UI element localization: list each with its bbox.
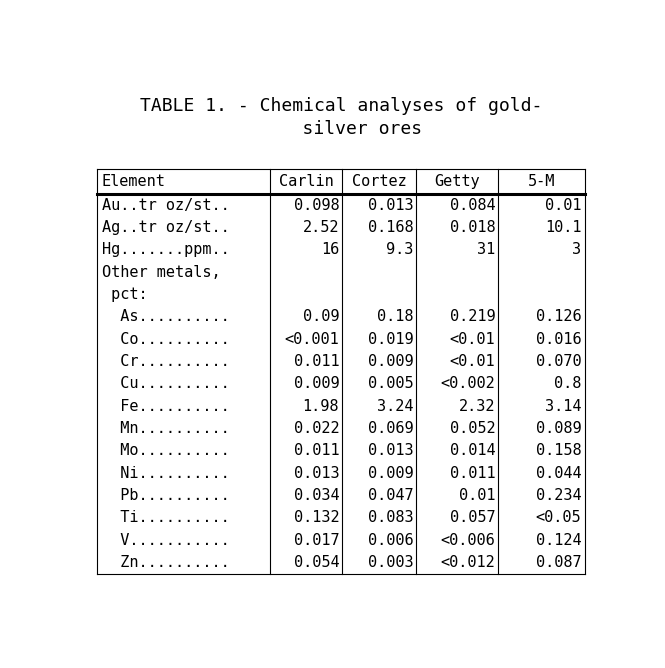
Text: 0.8: 0.8 (554, 377, 581, 391)
Text: <0.002: <0.002 (440, 377, 495, 391)
Text: Au..tr oz/st..: Au..tr oz/st.. (102, 198, 229, 213)
Text: 0.006: 0.006 (368, 533, 413, 548)
Text: 0.098: 0.098 (293, 198, 339, 213)
Text: 0.009: 0.009 (368, 354, 413, 369)
Text: 5-M: 5-M (528, 174, 555, 189)
Text: 0.034: 0.034 (293, 488, 339, 503)
Text: 0.087: 0.087 (536, 555, 581, 570)
Text: Cortez: Cortez (352, 174, 407, 189)
Text: 0.01: 0.01 (459, 488, 495, 503)
Text: Pb..........: Pb.......... (102, 488, 229, 503)
Text: 0.083: 0.083 (368, 510, 413, 526)
Text: 0.052: 0.052 (450, 421, 495, 436)
Text: Ni..........: Ni.......... (102, 466, 229, 481)
Text: 0.069: 0.069 (368, 421, 413, 436)
Text: Carlin: Carlin (279, 174, 334, 189)
Text: 0.011: 0.011 (293, 444, 339, 458)
Text: 9.3: 9.3 (386, 242, 413, 257)
Text: <0.012: <0.012 (440, 555, 495, 570)
Text: Getty: Getty (434, 174, 480, 189)
Text: pct:: pct: (102, 287, 148, 302)
Text: As..........: As.......... (102, 309, 229, 325)
Text: 0.013: 0.013 (293, 466, 339, 481)
Text: 0.054: 0.054 (293, 555, 339, 570)
Text: 0.124: 0.124 (536, 533, 581, 548)
Text: 3: 3 (573, 242, 581, 257)
Text: 0.009: 0.009 (368, 466, 413, 481)
Text: 0.01: 0.01 (545, 198, 581, 213)
Text: <0.01: <0.01 (450, 354, 495, 369)
Text: 0.005: 0.005 (368, 377, 413, 391)
Text: 0.089: 0.089 (536, 421, 581, 436)
Text: Other metals,: Other metals, (102, 265, 220, 280)
Text: 0.234: 0.234 (536, 488, 581, 503)
Text: 0.126: 0.126 (536, 309, 581, 325)
Text: 0.057: 0.057 (450, 510, 495, 526)
Text: 0.011: 0.011 (293, 354, 339, 369)
Text: 0.158: 0.158 (536, 444, 581, 458)
Text: Hg.......ppm..: Hg.......ppm.. (102, 242, 229, 257)
Text: 0.016: 0.016 (536, 332, 581, 347)
Text: Cr..........: Cr.......... (102, 354, 229, 369)
Text: 0.014: 0.014 (450, 444, 495, 458)
Text: 0.018: 0.018 (450, 220, 495, 235)
Text: 0.017: 0.017 (293, 533, 339, 548)
Text: 0.09: 0.09 (303, 309, 339, 325)
Text: V...........: V........... (102, 533, 229, 548)
Text: <0.01: <0.01 (450, 332, 495, 347)
Text: 0.013: 0.013 (368, 444, 413, 458)
Text: 0.084: 0.084 (450, 198, 495, 213)
Text: Cu..........: Cu.......... (102, 377, 229, 391)
Text: Zn..........: Zn.......... (102, 555, 229, 570)
Text: 0.019: 0.019 (368, 332, 413, 347)
Text: 2.52: 2.52 (303, 220, 339, 235)
Text: 0.013: 0.013 (368, 198, 413, 213)
Text: Ti..........: Ti.......... (102, 510, 229, 526)
Text: 1.98: 1.98 (303, 399, 339, 413)
Text: 0.168: 0.168 (368, 220, 413, 235)
Text: Element: Element (102, 174, 166, 189)
Text: 3.14: 3.14 (545, 399, 581, 413)
Text: 16: 16 (321, 242, 339, 257)
Text: Mo..........: Mo.......... (102, 444, 229, 458)
Text: Mn..........: Mn.......... (102, 421, 229, 436)
Text: silver ores: silver ores (259, 120, 422, 138)
Text: 0.022: 0.022 (293, 421, 339, 436)
Text: 3.24: 3.24 (377, 399, 413, 413)
Text: TABLE 1. - Chemical analyses of gold-: TABLE 1. - Chemical analyses of gold- (140, 97, 542, 115)
Text: <0.05: <0.05 (536, 510, 581, 526)
Text: 2.32: 2.32 (459, 399, 495, 413)
Text: 0.011: 0.011 (450, 466, 495, 481)
Text: 0.132: 0.132 (293, 510, 339, 526)
Text: <0.001: <0.001 (285, 332, 339, 347)
Text: 0.070: 0.070 (536, 354, 581, 369)
Text: 0.009: 0.009 (293, 377, 339, 391)
Text: <0.006: <0.006 (440, 533, 495, 548)
Text: 10.1: 10.1 (545, 220, 581, 235)
Text: 0.047: 0.047 (368, 488, 413, 503)
Text: Ag..tr oz/st..: Ag..tr oz/st.. (102, 220, 229, 235)
Text: Co..........: Co.......... (102, 332, 229, 347)
Text: Fe..........: Fe.......... (102, 399, 229, 413)
Text: 0.219: 0.219 (450, 309, 495, 325)
Text: 0.003: 0.003 (368, 555, 413, 570)
Text: 0.18: 0.18 (377, 309, 413, 325)
Text: 31: 31 (477, 242, 495, 257)
Text: 0.044: 0.044 (536, 466, 581, 481)
